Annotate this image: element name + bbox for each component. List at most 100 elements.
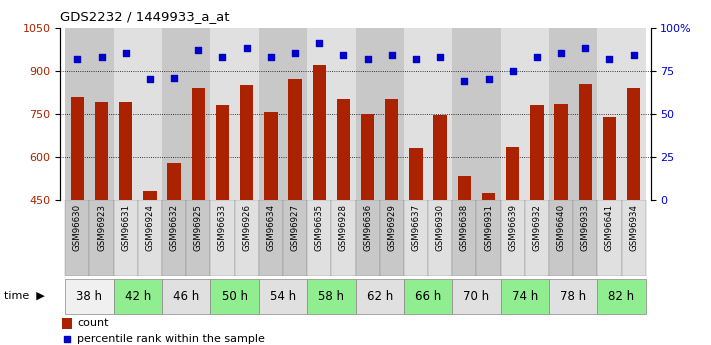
Point [507,68,518,73]
Text: GSM96934: GSM96934 [629,204,638,251]
Text: 62 h: 62 h [367,290,392,303]
Bar [192,88,205,329]
Bar [283,200,307,276]
Bar [235,28,259,200]
Text: GSM96635: GSM96635 [315,204,324,251]
Text: 42 h: 42 h [124,290,151,303]
Bar [210,200,235,276]
Point [314,40,325,46]
Bar [428,200,452,276]
Bar [90,28,114,200]
Bar [307,200,331,276]
Bar [168,163,181,329]
Text: GSM96924: GSM96924 [146,204,154,251]
Bar [264,112,277,329]
Bar [621,28,646,200]
Bar [210,28,235,200]
Bar [70,97,84,329]
Point [241,46,252,51]
Bar [259,28,283,200]
Point [120,51,132,56]
Text: GSM96631: GSM96631 [122,204,130,251]
Bar [210,279,259,314]
Point [338,52,349,58]
Bar [404,200,428,276]
Bar [240,85,253,329]
Point [628,52,639,58]
Point [483,77,494,82]
Bar [119,102,132,329]
Bar [555,104,567,329]
Point [289,51,301,56]
Text: GSM96641: GSM96641 [605,204,614,251]
Bar [525,200,549,276]
Text: GSM96930: GSM96930 [436,204,444,251]
Bar [162,28,186,200]
Text: GSM96931: GSM96931 [484,204,493,251]
Bar [476,200,501,276]
Text: GSM96639: GSM96639 [508,204,517,251]
Bar [428,28,452,200]
Text: GSM96638: GSM96638 [460,204,469,251]
Bar [410,148,422,329]
Bar [404,28,428,200]
Text: GSM96928: GSM96928 [339,204,348,251]
Point [386,52,397,58]
Bar [95,102,108,329]
Text: count: count [77,318,109,328]
Bar [307,279,356,314]
Bar [404,279,452,314]
Bar [337,99,350,329]
Bar [579,84,592,329]
Bar [482,193,495,329]
Bar [452,279,501,314]
Point [410,56,422,61]
Bar [90,200,114,276]
Bar [476,28,501,200]
Point [362,56,373,61]
Bar [573,28,597,200]
Text: 58 h: 58 h [319,290,344,303]
Text: 70 h: 70 h [464,290,489,303]
Bar [356,279,404,314]
Bar [216,105,229,329]
Bar [356,28,380,200]
Bar [361,114,374,329]
Point [61,336,73,341]
Point [555,51,567,56]
Bar [144,191,156,329]
Bar [385,99,398,329]
Point [169,75,180,80]
Bar [65,279,114,314]
Bar [62,318,73,329]
Bar [186,28,210,200]
Text: GDS2232 / 1449933_a_at: GDS2232 / 1449933_a_at [60,10,230,23]
Point [144,77,156,82]
Point [531,54,542,60]
Text: percentile rank within the sample: percentile rank within the sample [77,334,264,344]
Text: GSM96637: GSM96637 [412,204,420,251]
Text: GSM96926: GSM96926 [242,204,251,251]
Point [265,54,277,60]
Bar [458,176,471,329]
Bar [549,28,573,200]
Text: 54 h: 54 h [270,290,296,303]
Bar [597,28,621,200]
Text: GSM96633: GSM96633 [218,204,227,251]
Bar [114,279,162,314]
Bar [259,279,307,314]
Bar [452,28,476,200]
Bar [434,115,447,329]
Point [459,78,470,84]
Text: GSM96927: GSM96927 [291,204,299,251]
Text: GSM96929: GSM96929 [387,204,396,251]
Bar [235,200,259,276]
Point [217,54,228,60]
Bar [162,200,186,276]
Bar [525,28,549,200]
Bar [573,200,597,276]
Point [434,54,446,60]
Bar [162,279,210,314]
Bar [313,65,326,329]
Text: 46 h: 46 h [173,290,199,303]
